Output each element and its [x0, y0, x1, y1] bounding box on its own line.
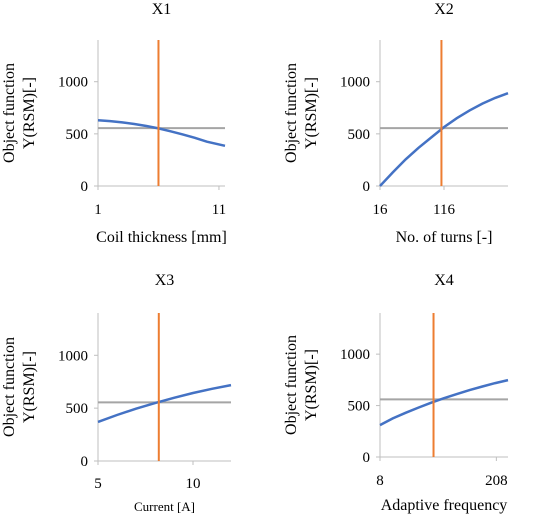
y-axis-label: Object function — [1, 63, 18, 163]
chart-panel-3: X3 0 500 1000 5 10 Object function Y(RSM)[-] Cur… — [1, 272, 232, 514]
y-tick-label: 1000 — [340, 75, 370, 91]
y-tick-label: 0 — [81, 454, 89, 470]
y-tick-label: 0 — [81, 179, 89, 195]
y-tick-label: 500 — [348, 127, 371, 143]
x-tick-label: 1 — [94, 202, 102, 218]
chart-title: X2 — [434, 1, 454, 18]
y-axis-label: Y(RSM)[-] — [303, 349, 320, 421]
x-tick-label: 8 — [376, 473, 384, 489]
response-curve — [97, 119, 226, 148]
x-tick-label: 208 — [485, 473, 508, 489]
y-tick-label: 500 — [348, 399, 371, 415]
y-axis-label: Y(RSM)[-] — [21, 77, 38, 149]
y-tick-label: 1000 — [58, 75, 88, 91]
chart-title: X3 — [155, 272, 175, 289]
x-tick-label: 16 — [373, 202, 389, 218]
x-tick-label: 10 — [186, 476, 201, 492]
x-tick-label: 116 — [433, 202, 455, 218]
y-axis-label: Object function — [1, 337, 18, 437]
response-curve — [379, 92, 509, 187]
y-tick-label: 0 — [363, 450, 371, 466]
x-axis-label: Coil thickness [mm] — [96, 229, 227, 246]
chart-title: X1 — [152, 1, 172, 18]
y-axis-label: Object function — [283, 335, 300, 435]
chart-panel-4: X4 0 500 1000 8 208 Object function Y(RSM)[-] Ad… — [283, 272, 509, 514]
y-axis-label: Object function — [283, 63, 300, 163]
x-axis-label: Current [A] — [134, 499, 195, 514]
y-axis-label: Y(RSM)[-] — [21, 351, 38, 423]
chart-panel-2: X2 0 500 1000 16 116 Object function Y(RSM)[-] N… — [283, 1, 509, 246]
x-axis-label: Adaptive frequency — [381, 497, 508, 514]
y-tick-label: 1000 — [340, 347, 370, 363]
x-axis-label: No. of turns [-] — [396, 229, 493, 246]
response-curve — [379, 378, 509, 427]
chart-title: X4 — [434, 272, 454, 289]
y-tick-label: 0 — [363, 179, 371, 195]
y-tick-label: 500 — [66, 127, 89, 143]
y-tick-label: 1000 — [58, 348, 88, 364]
x-tick-label: 5 — [94, 476, 102, 492]
y-tick-label: 500 — [66, 401, 89, 417]
x-tick-label: 11 — [212, 202, 226, 218]
y-axis-label: Y(RSM)[-] — [303, 77, 320, 149]
response-curve — [97, 383, 232, 424]
